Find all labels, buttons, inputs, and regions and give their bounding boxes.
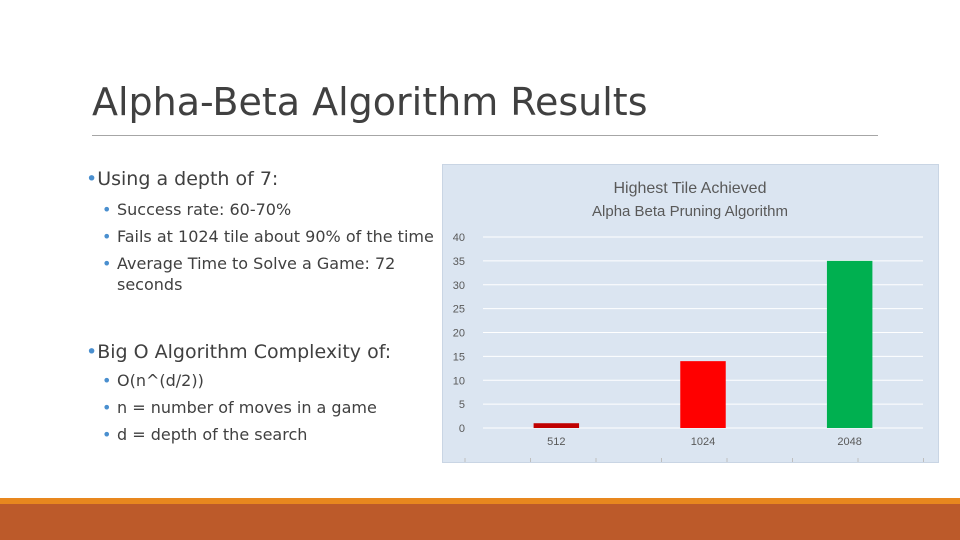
chart-canvas: Highest Tile Achieved Alpha Beta Pruning… (453, 180, 924, 462)
y-tick-label: 15 (453, 351, 465, 363)
bullet-dot-icon: • (102, 425, 112, 444)
bar-1024 (680, 361, 726, 428)
list-item: • Average Time to Solve a Game: 72 second… (102, 254, 396, 294)
y-tick-label: 40 (453, 232, 465, 244)
chart-bars (533, 260, 873, 428)
depth-results-list: • Success rate: 60-70% • Fails at 1024 til… (102, 199, 434, 301)
title-divider (92, 135, 878, 136)
bullet-dot-icon: • (102, 200, 112, 219)
bullet-dot-icon: • (102, 227, 112, 246)
x-tick-label: 2048 (837, 436, 861, 448)
y-tick-label: 5 (459, 399, 465, 411)
slide-title: Alpha-Beta Algorithm Results (92, 80, 648, 124)
bullet-depth: •Using a depth of 7: (86, 168, 278, 190)
bar-512 (533, 423, 580, 428)
list-item: • O(n^(d/2)) (102, 371, 204, 390)
bullet-dot-icon: • (86, 341, 98, 363)
complexity-list: • O(n^(d/2)) • n = number of moves in a ga… (102, 370, 377, 451)
bullet-dot-icon: • (86, 168, 98, 190)
list-item: • Fails at 1024 tile about 90% of the tim… (102, 227, 434, 246)
list-item: • d = depth of the search (102, 425, 308, 444)
chart-x-axis: 512 1024 2048 (464, 436, 924, 462)
bullet-depth-label: Using a depth of 7: (97, 168, 279, 190)
y-tick-label: 0 (459, 423, 465, 435)
y-tick-label: 30 (453, 280, 465, 292)
chart-title: Highest Tile Achieved (614, 180, 767, 197)
y-tick-label: 35 (453, 256, 465, 268)
chart-subtitle: Alpha Beta Pruning Algorithm (592, 203, 788, 220)
footer-accent-stripe (0, 498, 960, 504)
y-tick-label: 20 (453, 328, 465, 340)
bullet-dot-icon: • (102, 371, 112, 390)
highest-tile-chart: Highest Tile Achieved Alpha Beta Pruning… (442, 164, 939, 463)
chart-y-axis: 0 5 10 15 20 25 30 35 40 (453, 232, 465, 435)
list-item: • n = number of moves in a game (102, 398, 377, 417)
list-item: • Success rate: 60-70% (102, 200, 292, 219)
bar-2048 (826, 260, 873, 428)
x-tick-label: 1024 (691, 436, 715, 448)
bullet-dot-icon: • (102, 398, 112, 417)
y-tick-label: 10 (453, 375, 465, 387)
y-tick-label: 25 (453, 304, 465, 316)
footer-band (0, 504, 960, 540)
x-tick-label: 512 (547, 436, 565, 448)
bullet-complexity: •Big O Algorithm Complexity of: (86, 341, 391, 363)
bullet-complexity-label: Big O Algorithm Complexity of: (97, 341, 392, 363)
bullet-dot-icon: • (102, 254, 112, 273)
